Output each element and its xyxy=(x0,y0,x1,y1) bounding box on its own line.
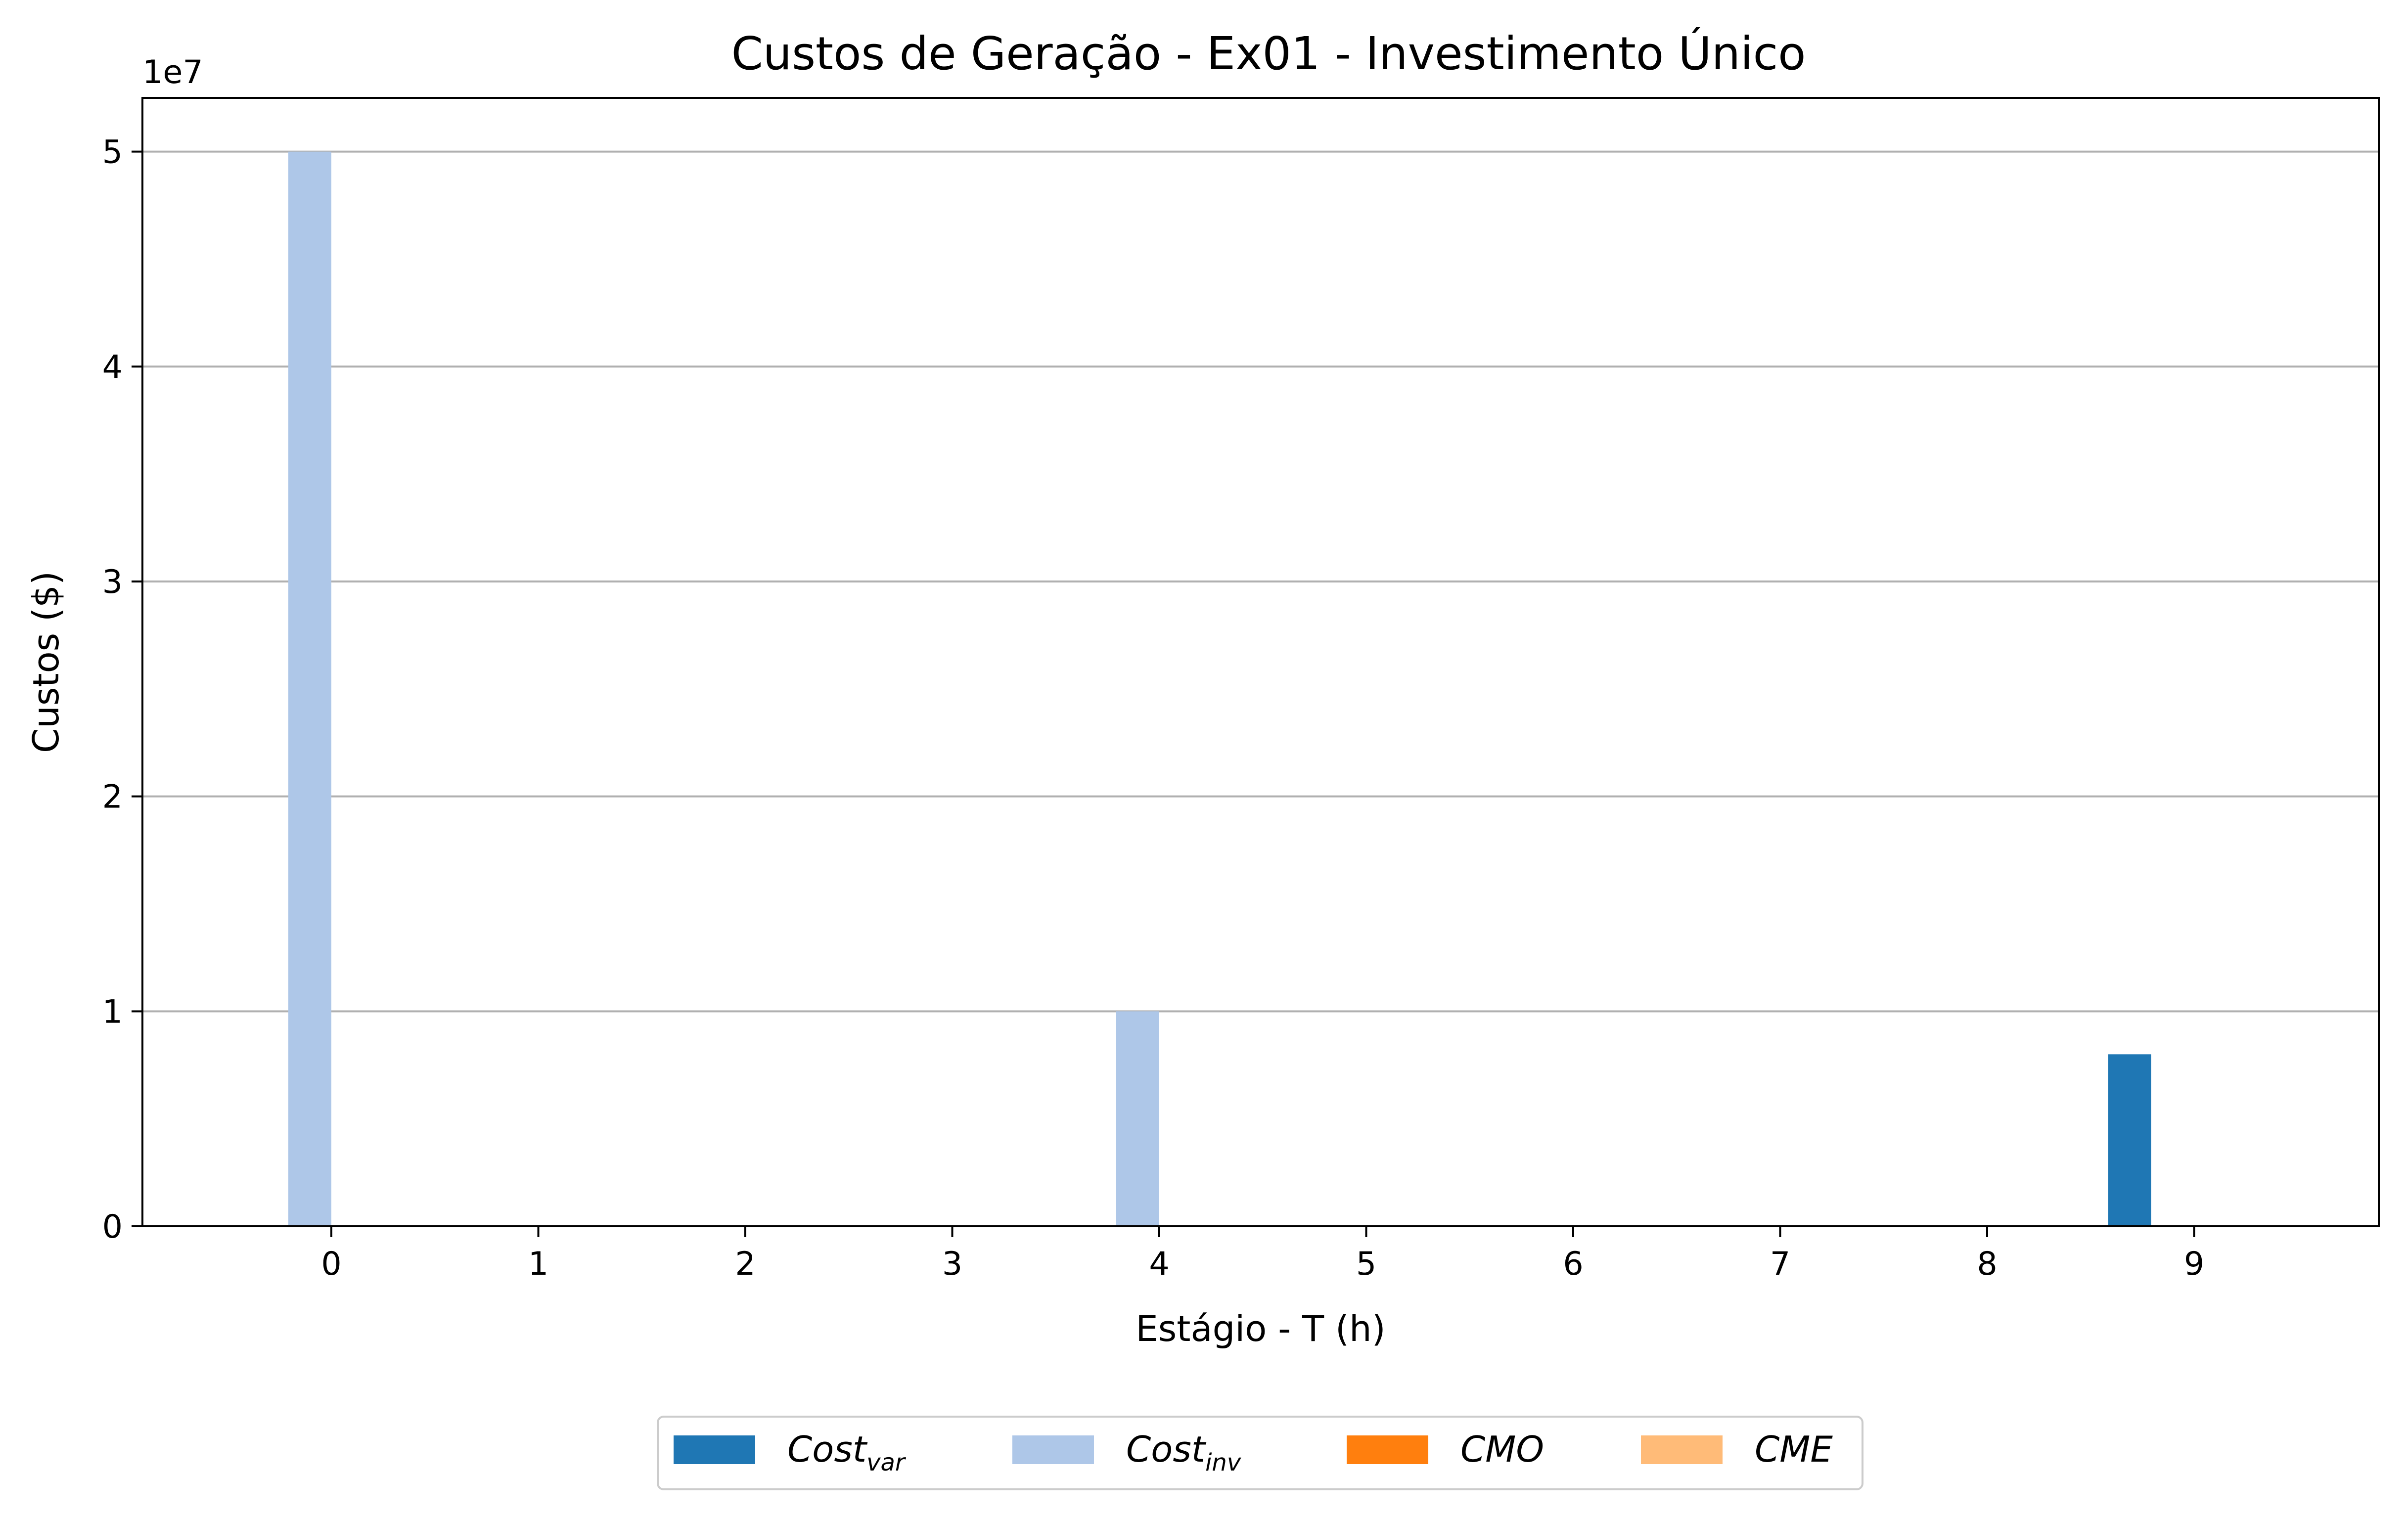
y-tick-label: 5 xyxy=(102,134,123,171)
y-tick-label: 3 xyxy=(102,564,123,601)
legend-swatch xyxy=(1012,1435,1094,1464)
x-tick-label: 8 xyxy=(1977,1246,1997,1283)
y-tick-label: 0 xyxy=(102,1208,123,1246)
y-tick-label: 2 xyxy=(102,779,123,816)
legend-label: CME xyxy=(1755,1429,1833,1470)
legend-frame xyxy=(657,1416,1863,1490)
legend: Costvar Costinv CMO CME xyxy=(657,1416,1863,1490)
plot-frame xyxy=(141,97,2380,1227)
bar-inv-4 xyxy=(1116,1011,1159,1226)
x-axis-title: Estágio - T (h) xyxy=(1136,1308,1386,1349)
x-tick-label: 5 xyxy=(1356,1246,1376,1283)
y-tick-label: 4 xyxy=(102,349,123,386)
legend-swatch xyxy=(674,1435,755,1464)
x-tick-label: 1 xyxy=(528,1246,548,1283)
chart-title: Custos de Geração - Ex01 - Investimento … xyxy=(731,26,1806,80)
y-axis-title: Custos ($) xyxy=(25,571,67,753)
y-tick-label: 1 xyxy=(102,993,123,1030)
bars xyxy=(288,151,2151,1226)
x-tick-label: 3 xyxy=(942,1246,962,1283)
x-tick-label: 9 xyxy=(2184,1246,2204,1283)
x-tick-label: 6 xyxy=(1563,1246,1583,1283)
x-tick-label: 0 xyxy=(321,1246,341,1283)
x-tick-label: 7 xyxy=(1770,1246,1790,1283)
bar-inv-0 xyxy=(288,151,331,1226)
grid-lines xyxy=(142,150,2379,1013)
y-axis-offset-text: 1e7 xyxy=(142,54,203,91)
bar-var-9 xyxy=(2108,1054,2151,1226)
x-axis-ticks: 0 1 2 3 4 5 6 7 8 9 xyxy=(321,1226,2204,1283)
legend-label: CMO xyxy=(1460,1429,1544,1470)
legend-swatch xyxy=(1347,1435,1428,1464)
y-axis-ticks: 0 1 2 3 4 5 xyxy=(102,134,142,1246)
x-tick-label: 2 xyxy=(735,1246,755,1283)
legend-swatch xyxy=(1641,1435,1723,1464)
x-tick-label: 4 xyxy=(1149,1246,1169,1283)
